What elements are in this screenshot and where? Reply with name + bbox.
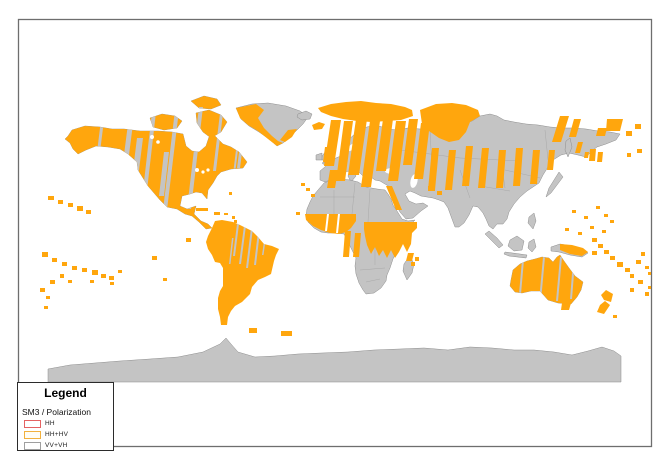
legend-item-hhhv: HH+HV (24, 430, 113, 439)
lake-dot (195, 168, 199, 172)
coverage-far-east (552, 116, 642, 162)
coverage-new-zealand (597, 290, 617, 318)
legend-panel: Legend SM3 / Polarization HH HH+HV VV+VH (17, 382, 114, 451)
coverage-sa-gaps (229, 220, 268, 268)
land-antarctica (47, 337, 622, 383)
coverage-siberia-swaths (428, 146, 555, 190)
coverage-cameroon-swaths (343, 231, 361, 257)
coverage-na-swath-gaps (97, 105, 246, 210)
legend-item-hh: HH (24, 419, 113, 428)
legend-swatch-hhhv (24, 430, 41, 439)
lake-dot (201, 170, 205, 174)
legend-item-label: VV+VH (45, 442, 68, 449)
legend-item-vvvh: VV+VH (24, 441, 113, 450)
coverage-west-africa-gaps (325, 214, 340, 233)
lake-dot (206, 168, 210, 172)
land-ireland (315, 152, 323, 161)
au-swath-gaps (519, 257, 575, 301)
coverage-greenland (236, 104, 297, 146)
land-japan (545, 171, 564, 198)
land-sulawesi (527, 238, 537, 253)
legend-swatch-hh (24, 419, 41, 428)
land-sakhalin (564, 137, 573, 158)
sa-swath-gaps (229, 220, 268, 268)
lake-dot (156, 140, 160, 144)
land-philippines (527, 212, 537, 230)
coverage-ural-blob (420, 103, 480, 142)
coverage-red-sea (386, 186, 442, 210)
coverage-europe-swaths (323, 119, 430, 188)
legend-item-label: HH (45, 420, 55, 427)
coverage-new-guinea (560, 244, 597, 256)
coverage-tasmania (561, 303, 571, 310)
coverage-south-america (206, 220, 279, 325)
land-sumatra (484, 230, 504, 249)
land-iceland (296, 110, 313, 121)
legend-item-label: HH+HV (45, 431, 69, 438)
legend-swatch-vvvh (24, 441, 41, 450)
legend-title: Legend (44, 386, 87, 400)
lakes (150, 135, 210, 174)
coverage-central-africa (364, 222, 419, 266)
land-borneo (507, 235, 525, 252)
coverage-west-africa (305, 214, 356, 234)
land-java (503, 251, 528, 259)
coverage-arctic-europe-band (312, 101, 413, 130)
border-lines-africa (320, 182, 386, 283)
legend-layer-name: SM3 / Polarization (22, 407, 91, 417)
lake-dot (150, 135, 154, 139)
